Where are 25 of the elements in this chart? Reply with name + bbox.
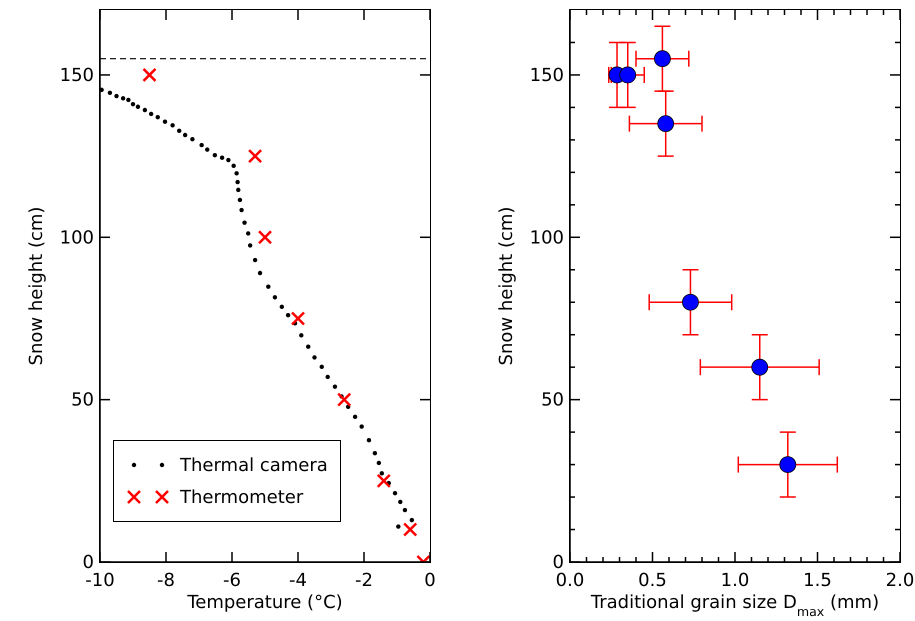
x-tick-label: 2.0 [886,570,914,591]
y-tick-label: 0 [552,552,564,573]
x-tick-label: -4 [289,570,307,591]
x-tick-label: 0.0 [556,570,584,591]
x-tick-label: 1.0 [720,570,750,591]
y-tick-label: 50 [71,390,94,411]
x-tick-label: 0.5 [638,570,667,591]
x-tick-label: -2 [355,570,373,591]
y-tick-label: 100 [60,227,94,248]
y-tick-label: 0 [82,552,94,573]
x-tick-label: 1.5 [803,570,832,591]
x-tick-label: -8 [157,570,175,591]
y-axis-title: Snow height (cm) [496,206,517,366]
x-axis-title: Traditional grain size D$_{max}$ (mm) [590,592,880,618]
y-tick-label: 150 [530,64,564,86]
y-tick-label: 100 [530,227,564,248]
legend-label: Thermal camera [180,454,328,476]
x-tick-label: -6 [223,570,241,591]
x-axis-title: Temperature (°C) [186,592,343,613]
y-tick-label: 50 [541,390,564,411]
x-tick-label: -10 [85,570,115,591]
y-axis-title: Snow height (cm) [26,206,47,366]
x-tick-label: 0 [424,570,436,591]
legend-label: Thermometer [180,486,304,508]
y-tick-label: 150 [60,64,94,86]
